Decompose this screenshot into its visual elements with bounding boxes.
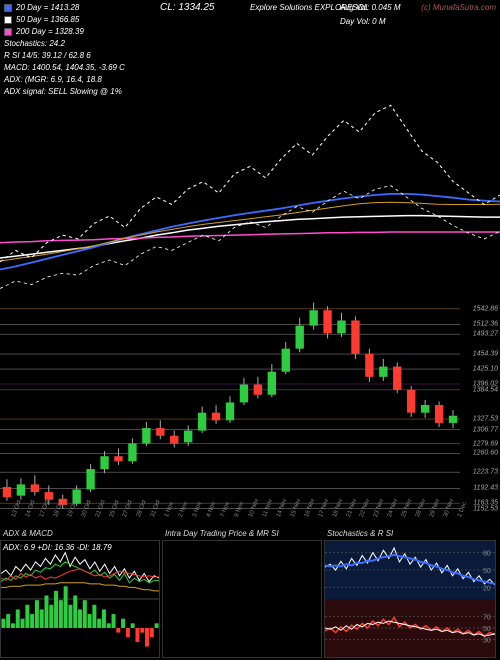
candle [240, 385, 248, 403]
indicator-list: 20 Day = 1413.2850 Day = 1366.85200 Day … [4, 2, 496, 98]
svg-text:80: 80 [483, 551, 491, 558]
legend-text: 50 Day = 1366.85 [16, 14, 79, 26]
svg-text:50: 50 [483, 568, 491, 575]
svg-text:70: 70 [483, 614, 491, 621]
candle [449, 416, 457, 423]
price-level: 1454.39 [473, 351, 498, 358]
panel-title: Stochastics & R SI [327, 529, 393, 538]
main-line-chart [0, 90, 500, 300]
day-volume: Day Vol: 0 M [340, 16, 386, 28]
avg-volume: Avg Vol: 0.045 M [340, 2, 400, 14]
price-level: 1279.69 [473, 440, 498, 447]
candle [351, 320, 359, 353]
candle [309, 310, 317, 325]
candle [184, 431, 192, 443]
price-level: 1327.53 [473, 416, 498, 423]
legend-text: 200 Day = 1328.39 [16, 26, 84, 38]
candle [212, 413, 220, 421]
price-level: 1306.77 [473, 426, 498, 433]
series-ema200 [0, 232, 500, 243]
candle-svg [0, 300, 500, 510]
candle [365, 354, 373, 377]
candle [435, 405, 443, 423]
price-level: 1223.73 [473, 469, 498, 476]
legend-row: 200 Day = 1328.39 [4, 26, 496, 38]
candle [156, 428, 164, 436]
panel-adx: ADX & MACDADX: 6.9 +DI: 16.36 -DI: 18.79 [0, 540, 160, 658]
legend-row: 50 Day = 1366.85 [4, 14, 496, 26]
price-level: 1260.60 [473, 450, 498, 457]
candle [142, 428, 150, 443]
candle [128, 443, 136, 461]
candle [3, 487, 11, 497]
legend-text: MACD: 1400.54, 1404.35, -3.69 C [4, 62, 125, 74]
legend-row: R SI 14/5: 39.12 / 62.8 6 [4, 50, 496, 62]
candle [17, 484, 25, 495]
candle [198, 413, 206, 431]
candle [421, 405, 429, 413]
candle [323, 310, 331, 333]
panel-title: ADX & MACD [3, 529, 53, 538]
series-low [0, 186, 500, 289]
price-level: 1493.27 [473, 331, 498, 338]
candle [100, 456, 108, 469]
legend-row: MACD: 1400.54, 1404.35, -3.69 C [4, 62, 496, 74]
panel-stoch: Stochastics & R SI205080305070 [324, 540, 496, 658]
candle [337, 320, 345, 333]
source-credit: (c) MunafaSutra.com [421, 2, 496, 14]
candle [282, 349, 290, 372]
candle [226, 402, 234, 420]
candle [254, 385, 262, 395]
candlestick-chart: 1542.861512.361493.271454.391425.101396.… [0, 300, 500, 510]
candle [31, 484, 39, 492]
price-level: 1384.54 [473, 386, 498, 393]
legend-text: R SI 14/5: 39.12 / 62.8 6 [4, 50, 91, 62]
legend-swatch [4, 16, 12, 24]
candle [170, 436, 178, 444]
candle [114, 456, 122, 461]
panel-empty: Intra Day Trading Price & MR SI [162, 540, 322, 658]
candle [407, 390, 415, 413]
chart-header: (c) MunafaSutra.com CL: 1334.25 Explore … [0, 0, 500, 100]
svg-text:20: 20 [483, 585, 491, 592]
panel-title: Intra Day Trading Price & MR SI [165, 529, 279, 538]
adx-values: ADX: 6.9 +DI: 16.36 -DI: 18.79 [3, 543, 112, 552]
price-level: 1425.10 [473, 366, 498, 373]
price-level: 1192.43 [473, 485, 498, 492]
legend-text: ADX: (MGR: 6.9, 16.4, 18.8 [4, 74, 102, 86]
legend-row: Stochastics: 24.2 [4, 38, 496, 50]
candle [86, 469, 94, 489]
price-level: 1542.86 [473, 305, 498, 312]
legend-text: Stochastics: 24.2 [4, 38, 65, 50]
candle [296, 326, 304, 349]
indicator-panels: ADX & MACDADX: 6.9 +DI: 16.36 -DI: 18.79… [0, 540, 500, 660]
legend-swatch [4, 28, 12, 36]
close-price: CL: 1334.25 [160, 2, 215, 14]
series-high [0, 105, 500, 261]
price-level: 1512.36 [473, 321, 498, 328]
candle [379, 367, 387, 377]
legend-row: ADX: (MGR: 6.9, 16.4, 18.8 [4, 74, 496, 86]
legend-swatch [4, 4, 12, 12]
legend-text: 20 Day = 1413.28 [16, 2, 79, 14]
svg-text:30: 30 [483, 638, 491, 645]
candle [268, 372, 276, 395]
candle [393, 367, 401, 390]
